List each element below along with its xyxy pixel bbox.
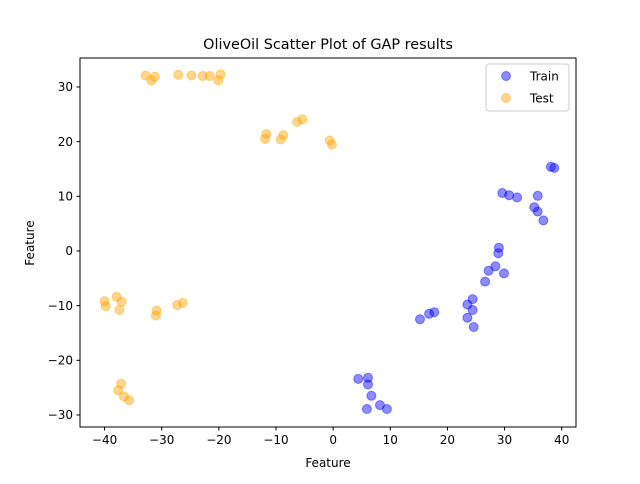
x-axis-label: Feature [305, 456, 350, 470]
x-tick-label: 40 [554, 433, 569, 447]
data-point-train [529, 202, 540, 213]
data-point-test [146, 75, 157, 86]
data-point-train [480, 276, 491, 287]
y-tick-label: 20 [58, 135, 73, 149]
legend-label-test: Test [529, 92, 554, 106]
data-point-test [297, 114, 308, 125]
data-point-test [215, 69, 226, 80]
data-point-test [124, 395, 135, 406]
data-point-test [204, 71, 215, 81]
series-train [353, 161, 560, 414]
data-point-train [499, 268, 509, 279]
x-tick-label: −30 [149, 433, 174, 447]
x-tick-label: −20 [206, 433, 231, 447]
legend-label-train: Train [529, 70, 559, 84]
data-point-train [363, 379, 373, 390]
legend: Train Test [485, 63, 570, 112]
legend-marker-test [501, 93, 511, 103]
data-point-train [512, 192, 523, 203]
data-point-train [538, 215, 549, 226]
legend-marker-train [501, 71, 511, 81]
y-tick-label: 10 [58, 190, 73, 204]
data-point-train [462, 299, 473, 310]
data-point-test [151, 310, 161, 321]
data-point-test [119, 391, 129, 402]
data-point-train [545, 161, 556, 172]
data-point-test [151, 305, 162, 316]
series-test [99, 69, 337, 406]
data-point-test [261, 129, 272, 139]
data-point-test [327, 139, 337, 150]
data-point-train [462, 312, 473, 323]
data-point-train [497, 188, 508, 198]
plot-area: −40 −30 −20 −10 0 10 20 30 40 −30 −20 −10 0 10 20 30 [48, 57, 577, 447]
data-point-test [140, 70, 151, 81]
data-point-test [172, 300, 183, 311]
data-point-test [99, 296, 110, 307]
data-point-test [113, 385, 124, 396]
data-point-test [100, 301, 111, 312]
plot-background [80, 58, 576, 427]
y-tick-label: 0 [65, 244, 73, 258]
data-point-test [324, 135, 335, 146]
data-point-test [111, 291, 122, 302]
plot-frame [79, 57, 577, 428]
data-point-test [149, 71, 160, 82]
data-point-train [429, 307, 440, 318]
data-point-train [467, 294, 478, 305]
x-tick-label: −40 [92, 433, 117, 447]
data-point-train [361, 404, 372, 414]
data-point-train [490, 261, 501, 272]
data-point-test [197, 71, 208, 81]
data-point-test [278, 130, 289, 141]
x-tick-label: 10 [383, 433, 398, 447]
data-point-train [493, 242, 504, 253]
data-point-train [468, 322, 479, 332]
data-point-train [483, 265, 494, 276]
x-tick-label: 20 [440, 433, 455, 447]
x-axis-ticks: −40 −30 −20 −10 0 10 20 30 40 [92, 427, 569, 447]
data-point-test [260, 133, 271, 144]
y-tick-label: −20 [48, 354, 73, 368]
data-point-test [177, 297, 188, 308]
data-point-train [504, 190, 515, 201]
y-tick-label: −30 [48, 408, 73, 422]
data-point-train [353, 373, 364, 384]
x-tick-label: 0 [329, 433, 337, 447]
data-point-train [363, 372, 373, 383]
data-point-test [292, 117, 303, 127]
data-point-train [532, 206, 543, 217]
legend-box [485, 63, 570, 112]
data-point-test [114, 305, 125, 315]
y-axis-label: Feature [23, 220, 37, 265]
data-point-test [116, 296, 127, 307]
data-point-train [549, 162, 560, 173]
data-point-train [424, 308, 435, 319]
data-point-test [116, 378, 127, 389]
data-point-test [173, 69, 184, 80]
x-tick-label: 30 [497, 433, 512, 447]
data-point-train [381, 404, 392, 414]
data-point-test [213, 75, 224, 86]
data-point-train [532, 190, 543, 201]
y-tick-label: 30 [58, 80, 73, 94]
y-tick-label: −10 [48, 299, 73, 313]
y-axis-ticks: −30 −20 −10 0 10 20 30 [48, 80, 80, 422]
data-point-train [366, 390, 377, 401]
data-point-train [493, 248, 504, 259]
data-point-test [275, 134, 286, 145]
data-point-train [375, 400, 385, 411]
x-tick-label: −10 [263, 433, 288, 447]
chart-title: OliveOil Scatter Plot of GAP results [203, 37, 453, 53]
series-layer [99, 69, 560, 414]
data-point-train [415, 314, 425, 325]
data-point-test [186, 70, 197, 81]
data-point-train [467, 305, 478, 315]
